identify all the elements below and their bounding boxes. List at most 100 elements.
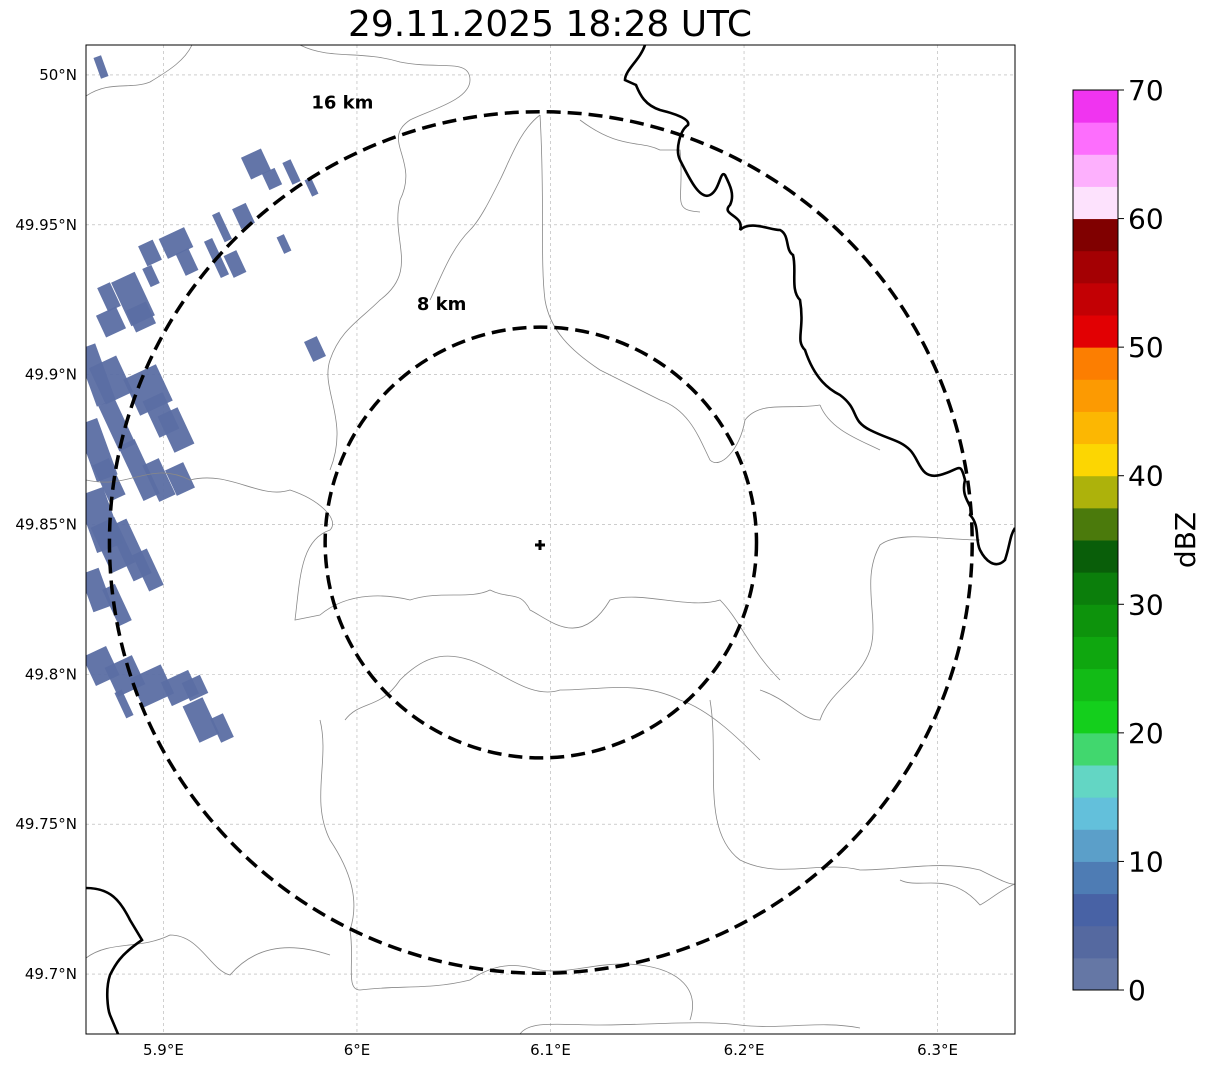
echo-cell (165, 462, 195, 496)
colorbar-segment (1073, 925, 1118, 959)
commune-boundary (86, 45, 193, 97)
range-rings: 8 km 16 km (107, 93, 974, 976)
radar-site-marker (535, 540, 545, 550)
lon-tick-label: 6.2°E (724, 1041, 765, 1059)
echo-cell (304, 336, 326, 362)
colorbar-ticks: 0 10 20 30 40 50 60 70 (1118, 80, 1164, 1007)
colorbar-segment (1073, 315, 1118, 348)
echo-cell (182, 697, 220, 743)
colorbar-tick-label: 20 (1128, 717, 1164, 750)
colorbar-segment (1073, 861, 1118, 895)
colorbar-segment (1073, 829, 1118, 862)
colorbar-segment (1073, 572, 1118, 605)
colorbar-segment (1073, 700, 1118, 734)
echo-cell (132, 548, 164, 592)
colorbar-segment (1073, 604, 1118, 637)
colorbar-segment (1073, 540, 1118, 573)
colorbar-segments (1073, 90, 1118, 991)
colorbar: 0 10 20 30 40 50 60 70 dBZ (1072, 80, 1202, 1007)
echo-cell (102, 583, 132, 627)
colorbar-tick-label: 50 (1128, 331, 1164, 364)
colorbar-tick-label: 60 (1128, 203, 1164, 236)
lon-tick-label: 6.1°E (530, 1041, 571, 1059)
map-title: 29.11.2025 18:28 UTC (347, 4, 753, 45)
echo-cell (138, 239, 162, 267)
lat-tick-label: 49.75°N (15, 815, 77, 833)
lat-tick-label: 49.8°N (25, 665, 77, 683)
echo-cell (142, 264, 160, 288)
colorbar-segment (1073, 122, 1118, 155)
colorbar-segment (1073, 636, 1118, 670)
commune-boundary (469, 963, 693, 1021)
gridlines (86, 45, 1015, 1034)
range-ring-label: 16 km (311, 93, 373, 114)
lon-tick-label: 6.3°E (917, 1041, 958, 1059)
echo-cell (240, 148, 272, 180)
echo-cell (118, 439, 160, 501)
colorbar-segment (1073, 411, 1118, 445)
colorbar-segment (1073, 732, 1118, 766)
commune-boundary (539, 114, 821, 463)
echo-cell (175, 248, 199, 276)
echo-cell (261, 167, 283, 191)
colorbar-segment (1073, 90, 1118, 123)
echo-cell (114, 689, 134, 719)
colorbar-label: dBZ (1169, 512, 1202, 568)
colorbar-segment (1073, 475, 1118, 509)
colorbar-segment (1073, 154, 1118, 187)
lon-tick-label: 6°E (344, 1041, 371, 1059)
echo-cell (97, 282, 121, 312)
belgian-border (86, 886, 144, 1034)
echo-cell (86, 567, 113, 613)
echo-cell (93, 55, 109, 79)
commune-boundary (819, 404, 881, 451)
colorbar-segment (1073, 250, 1118, 284)
commune-boundary (709, 699, 1015, 885)
colorbar-segment (1073, 507, 1118, 541)
axis-ticks: 5.9°E 6°E 6.1°E 6.2°E 6.3°E 50°N 49.95°N 49.9°N… (15, 66, 958, 1059)
echo-cell (95, 306, 127, 338)
colorbar-segment (1073, 443, 1118, 477)
colorbar-segment (1073, 797, 1118, 830)
colorbar-tick-label: 70 (1128, 80, 1164, 107)
echo-cell (232, 202, 255, 230)
commune-boundary (344, 655, 761, 761)
lat-tick-label: 49.85°N (15, 516, 77, 534)
colorbar-frame (1072, 89, 1119, 991)
commune-boundary (579, 119, 701, 213)
commune-boundary (429, 114, 541, 301)
colorbar-segment (1073, 668, 1118, 702)
lat-tick-label: 50°N (39, 66, 77, 84)
radar-map[interactable]: 5.9°E 6°E 6.1°E 6.2°E 6.3°E 50°N 49.95°N 49.9°N… (0, 0, 1050, 1069)
colorbar-tick-label: 0 (1128, 974, 1146, 1007)
colorbar-segment (1073, 218, 1118, 252)
echo-cell (210, 713, 234, 743)
precipitation-echoes (86, 55, 326, 743)
echo-cell (129, 664, 175, 708)
colorbar-tick-label: 10 (1128, 845, 1164, 878)
colorbar-segment (1073, 282, 1118, 316)
echo-cell (98, 398, 136, 452)
lat-tick-label: 49.7°N (25, 965, 77, 983)
range-ring-8km (323, 325, 759, 760)
echo-cell (304, 177, 319, 197)
commune-boundary (86, 934, 331, 976)
range-ring-label: 8 km (417, 294, 467, 315)
echo-cell (142, 458, 176, 502)
colorbar-segment (1073, 379, 1118, 412)
echo-cell (223, 250, 247, 278)
lat-tick-label: 49.9°N (25, 366, 77, 384)
colorbar-segment (1073, 186, 1118, 220)
colorbar-tick-label: 30 (1128, 588, 1164, 621)
echo-cell (157, 407, 195, 453)
plot-frame (85, 44, 1016, 1035)
colorbar-tick-label: 40 (1128, 460, 1164, 493)
echo-cell (181, 674, 209, 702)
lon-tick-label: 5.9°E (143, 1041, 184, 1059)
range-ring-16km (107, 109, 974, 976)
echo-cell (212, 211, 232, 243)
echo-cell (282, 159, 301, 185)
echo-cell (92, 458, 126, 502)
echo-cell (88, 355, 134, 405)
lat-tick-label: 49.95°N (15, 216, 77, 234)
